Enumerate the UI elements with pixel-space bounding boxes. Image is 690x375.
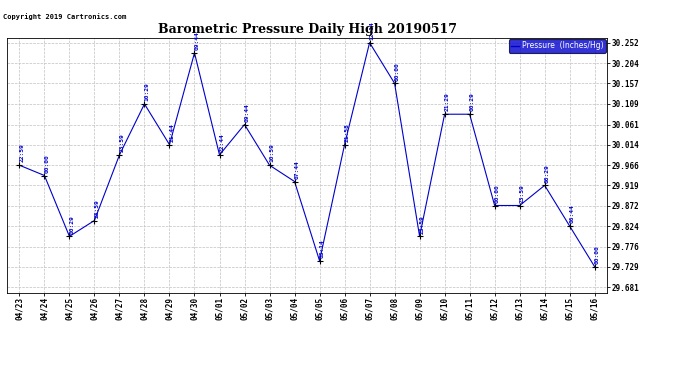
Text: 09:44: 09:44: [195, 32, 200, 50]
Legend: Pressure  (Inches/Hg): Pressure (Inches/Hg): [509, 39, 606, 53]
Text: 07:44: 07:44: [295, 160, 300, 179]
Text: 06:44: 06:44: [570, 204, 575, 223]
Text: 21:29: 21:29: [445, 93, 450, 111]
Title: Barometric Pressure Daily High 20190517: Barometric Pressure Daily High 20190517: [157, 23, 457, 36]
Text: 22:59: 22:59: [20, 144, 25, 162]
Text: 00:00: 00:00: [595, 245, 600, 264]
Text: 09:44: 09:44: [245, 103, 250, 122]
Text: 23:59: 23:59: [120, 134, 125, 152]
Text: 23:59: 23:59: [520, 184, 525, 203]
Text: 10:59: 10:59: [270, 144, 275, 162]
Text: 23:59: 23:59: [420, 215, 425, 234]
Text: 23:59: 23:59: [95, 199, 100, 218]
Text: 21:44: 21:44: [170, 123, 175, 142]
Text: 12:14: 12:14: [370, 21, 375, 40]
Text: 00:00: 00:00: [45, 154, 50, 173]
Text: 00:00: 00:00: [495, 184, 500, 203]
Text: Copyright 2019 Cartronics.com: Copyright 2019 Cartronics.com: [3, 13, 127, 20]
Text: 00:00: 00:00: [395, 62, 400, 81]
Text: 00:29: 00:29: [470, 93, 475, 111]
Text: 00:29: 00:29: [70, 215, 75, 234]
Text: 03:14: 03:14: [320, 239, 325, 258]
Text: 08:29: 08:29: [545, 164, 550, 183]
Text: 22:44: 22:44: [220, 134, 225, 152]
Text: 21:58: 21:58: [345, 123, 350, 142]
Text: 10:29: 10:29: [145, 82, 150, 101]
